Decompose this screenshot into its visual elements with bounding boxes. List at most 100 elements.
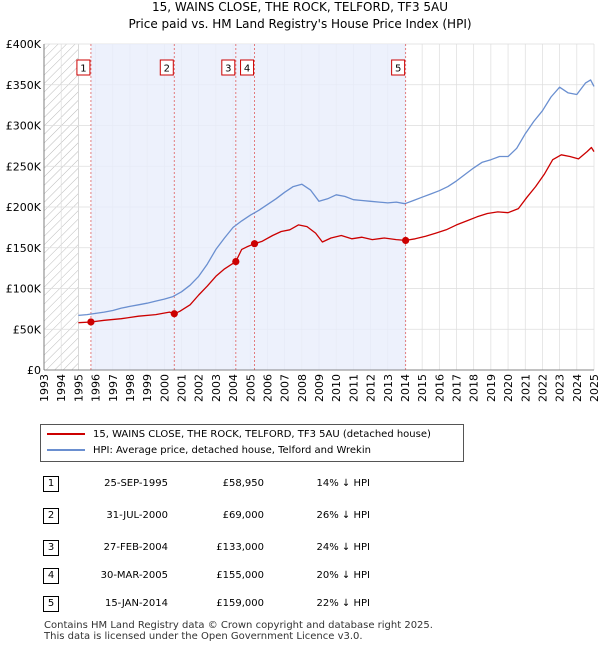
- sale-price: £58,950: [222, 478, 264, 489]
- sale-hpi-diff: 26% ↓ HPI: [316, 510, 370, 521]
- x-tick-label: 2006: [261, 374, 274, 402]
- x-tick-label: 1995: [72, 374, 85, 402]
- sale-marker-box: [391, 59, 406, 76]
- legend-label-property: 15, WAINS CLOSE, THE ROCK, TELFORD, TF3 …: [93, 429, 431, 440]
- price-chart: 1 2 3 4 5 £0 £50K £100K £150K £200K £250K £300K £35…: [6, 38, 600, 402]
- sale-marker-box: [76, 59, 91, 76]
- y-tick-label: £300K: [6, 120, 42, 133]
- x-tick-label: 1996: [90, 374, 103, 402]
- hpi-line: [78, 79, 595, 317]
- sale-point: [402, 236, 410, 245]
- sale-row: 2 31-JUL-2000 £69,000 26% ↓ HPI: [0, 504, 600, 526]
- x-tick-label: 2010: [330, 374, 343, 402]
- sale-row: 5 15-JAN-2014 £159,000 22% ↓ HPI: [0, 592, 600, 614]
- x-tick-label: 1998: [124, 374, 137, 402]
- x-tick-label: 2007: [279, 374, 292, 402]
- x-tick-label: 2011: [347, 374, 360, 402]
- sale-date: 31-JUL-2000: [106, 510, 168, 521]
- ownership-band: [90, 44, 175, 370]
- sale-marker-label: 2: [164, 64, 170, 75]
- sale-date: 25-SEP-1995: [104, 478, 168, 489]
- sale-row: 3 27-FEB-2004 £133,000 24% ↓ HPI: [0, 536, 600, 558]
- sale-point: [170, 310, 178, 318]
- footer-line-copyright: Contains HM Land Registry data © Crown c…: [44, 620, 433, 631]
- x-tick-label: 2014: [399, 374, 412, 402]
- sale-hpi-diff: 14% ↓ HPI: [316, 478, 370, 489]
- legend-item-hpi: HPI: Average price, detached house, Telf…: [47, 443, 371, 459]
- x-tick-label: 2001: [176, 374, 189, 402]
- sale-hpi-diff: 22% ↓ HPI: [316, 598, 370, 609]
- sale-marker-label: 4: [244, 64, 250, 75]
- x-tick-label: 2004: [227, 374, 240, 402]
- x-tick-label: 2025: [588, 374, 600, 402]
- sale-price: £159,000: [216, 598, 264, 609]
- sale-row: 1 25-SEP-1995 £58,950 14% ↓ HPI: [0, 472, 600, 494]
- sale-row: 4 30-MAR-2005 £155,000 20% ↓ HPI: [0, 564, 600, 586]
- y-tick-label: £400K: [6, 38, 42, 51]
- x-tick-label: 2024: [571, 374, 584, 402]
- x-tick-label: 1999: [141, 374, 154, 402]
- y-tick-label: £100K: [6, 283, 42, 296]
- property-price-line: [78, 146, 595, 324]
- y-tick-label: £150K: [6, 242, 42, 255]
- x-tick-label: 2019: [485, 374, 498, 402]
- ownership-band: [254, 44, 406, 370]
- sale-date: 15-JAN-2014: [104, 598, 168, 609]
- legend-swatch-hpi: [47, 449, 85, 451]
- x-tick-label: 2017: [451, 374, 464, 402]
- x-tick-label: 2016: [433, 374, 446, 402]
- chart-title: 15, WAINS CLOSE, THE ROCK, TELFORD, TF3 …: [151, 0, 449, 14]
- footer-line-licence: This data is licensed under the Open Gov…: [44, 631, 363, 642]
- x-tick-label: 2002: [193, 374, 206, 402]
- x-tick-label: 1993: [38, 374, 51, 402]
- sale-number-badge: 5: [43, 596, 59, 612]
- y-tick-label: £350K: [6, 79, 42, 92]
- legend-label-hpi: HPI: Average price, detached house, Telf…: [93, 445, 371, 456]
- x-tick-label: 2008: [296, 374, 309, 402]
- sale-price: £69,000: [222, 510, 264, 521]
- ownership-band: [174, 44, 236, 370]
- sale-date: 27-FEB-2004: [103, 542, 168, 553]
- y-tick-label: £200K: [6, 201, 42, 214]
- x-tick-label: 2012: [365, 374, 378, 402]
- x-tick-label: 2023: [554, 374, 567, 402]
- sale-marker-label: 1: [80, 64, 86, 75]
- sale-marker-box: [159, 59, 174, 76]
- ownership-band: [235, 44, 255, 370]
- y-tick-label: £50K: [13, 323, 42, 336]
- sale-number-badge: 1: [43, 476, 59, 492]
- sale-price: £133,000: [216, 542, 264, 553]
- legend-item-property: 15, WAINS CLOSE, THE ROCK, TELFORD, TF3 …: [47, 427, 431, 443]
- sale-number-badge: 3: [43, 540, 59, 556]
- sale-point: [87, 318, 95, 326]
- x-tick-label: 2022: [536, 374, 549, 402]
- x-tick-label: 2020: [502, 374, 515, 402]
- y-tick-label: £250K: [6, 160, 42, 173]
- footer-attribution: Contains HM Land Registry data © Crown c…: [44, 620, 433, 642]
- y-tick-label: £0: [27, 364, 41, 377]
- sale-marker-box: [221, 59, 236, 76]
- x-tick-label: 1997: [107, 374, 120, 402]
- sale-marker-label: 3: [225, 64, 231, 75]
- x-tick-label: 2018: [468, 374, 481, 402]
- x-tick-label: 2009: [313, 374, 326, 402]
- sale-price: £155,000: [216, 570, 264, 581]
- sale-number-badge: 2: [43, 508, 59, 524]
- chart-legend: 15, WAINS CLOSE, THE ROCK, TELFORD, TF3 …: [40, 424, 464, 462]
- sale-hpi-diff: 20% ↓ HPI: [316, 570, 370, 581]
- sale-point: [250, 240, 259, 248]
- legend-swatch-property: [47, 433, 85, 435]
- chart-subtitle: Price paid vs. HM Land Registry's House …: [128, 17, 472, 31]
- x-tick-label: 2021: [519, 374, 532, 402]
- x-tick-label: 2000: [158, 374, 171, 402]
- sale-point: [232, 258, 240, 266]
- x-tick-label: 2015: [416, 374, 429, 402]
- x-tick-label: 2003: [210, 374, 223, 402]
- sale-date: 30-MAR-2005: [100, 570, 168, 581]
- sale-hpi-diff: 24% ↓ HPI: [316, 542, 370, 553]
- x-tick-label: 2013: [382, 374, 395, 402]
- x-tick-label: 2005: [244, 374, 257, 402]
- x-tick-label: 1994: [55, 374, 68, 402]
- sale-marker-box: [240, 59, 255, 76]
- sale-marker-label: 5: [395, 64, 401, 75]
